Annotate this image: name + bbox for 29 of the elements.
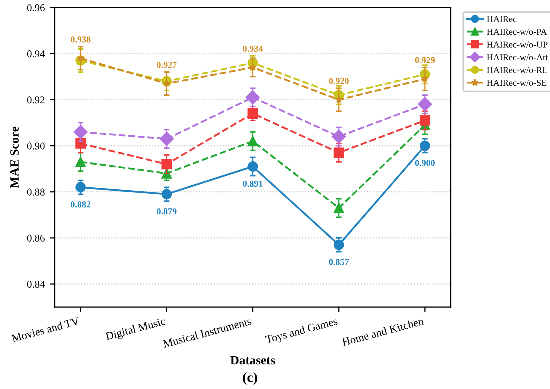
legend-label: HAIRec-w/o-Att: [487, 54, 548, 61]
legend-label: HAIRec-w/o-RL: [487, 67, 548, 74]
legend-label: HAIRec: [487, 16, 517, 22]
legend-label: HAIRec-w/o-UP: [487, 42, 548, 48]
data-label: 0.938: [71, 36, 91, 43]
y-tick-label: 0.92: [27, 96, 45, 104]
legend-label: HAIRec-w/o-PA: [487, 29, 548, 36]
legend-label: HAIRec-w/o-SE: [487, 80, 547, 86]
data-label: 0.857: [329, 259, 350, 266]
y-axis-title: MAE Score: [10, 126, 19, 188]
data-label: 0.927: [157, 62, 177, 68]
data-label: 0.900: [415, 160, 435, 166]
x-axis-title: Datasets: [230, 356, 276, 365]
y-tick-label: 0.86: [27, 234, 45, 242]
y-tick-label: 0.88: [27, 188, 45, 196]
x-tick-label: Toys and Games: [265, 317, 339, 346]
y-tick-label: 0.94: [27, 50, 46, 58]
data-label: 0.882: [71, 202, 91, 208]
data-label: 0.920: [329, 78, 349, 84]
text: (c): [243, 372, 258, 386]
y-tick-label: 0.96: [27, 4, 45, 12]
data-label: 0.891: [243, 180, 263, 188]
y-tick-label: 0.84: [27, 280, 46, 288]
data-label: 0.934: [243, 46, 263, 52]
x-tick-label: Movies and TV: [11, 317, 80, 343]
y-tick-label: 0.90: [27, 142, 45, 150]
x-tick-label: Home and Kitchen: [342, 317, 424, 346]
data-label: 0.879: [157, 208, 177, 215]
data-label: 0.929: [415, 57, 436, 64]
